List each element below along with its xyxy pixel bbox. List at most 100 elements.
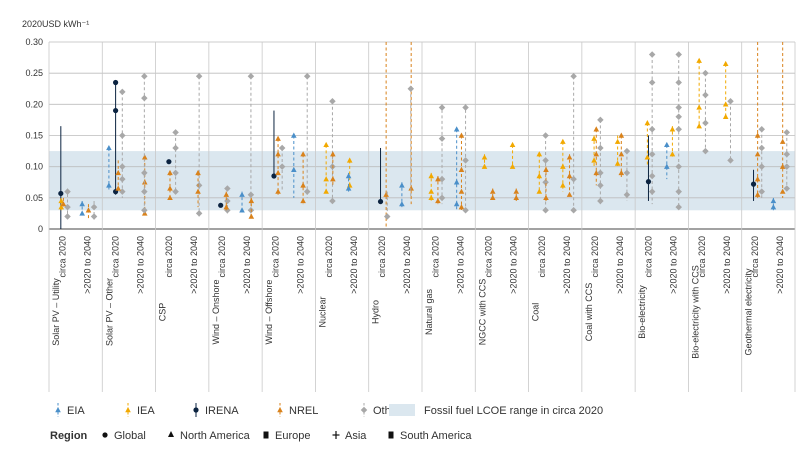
- legend-label: NREL: [289, 405, 318, 417]
- technology-label: Bio-electricity: [637, 285, 647, 339]
- y-tick-labels: 00.050.100.150.200.250.30: [25, 37, 43, 234]
- y-axis-title: 2020USD kWh⁻¹: [22, 19, 89, 29]
- data-point: [593, 126, 599, 131]
- period-label: circa 2020: [643, 236, 653, 278]
- period-label: circa 2020: [537, 236, 547, 278]
- data-point: [378, 199, 383, 204]
- technology-label: Bio-electricity with CCS: [690, 265, 700, 359]
- data-point: [675, 104, 682, 111]
- data-point: [248, 73, 255, 80]
- data-point: [758, 145, 765, 152]
- data-point: [649, 79, 656, 86]
- data-point: [279, 145, 286, 152]
- legend-label: EIA: [67, 405, 85, 417]
- legend-item-irena: IRENA: [193, 403, 239, 417]
- data-point: [172, 129, 179, 136]
- period-label: >2020 to 2040: [722, 236, 732, 294]
- data-point: [218, 203, 223, 208]
- data-point: [196, 73, 203, 80]
- period-label: >2020 to 2040: [669, 236, 679, 294]
- technology-label: Solar PV – Utility: [51, 278, 61, 346]
- legend-band-label: Fossil fuel LCOE range in circa 2020: [424, 405, 603, 417]
- legend-band-swatch: [389, 404, 415, 416]
- data-point: [670, 126, 676, 131]
- legend-marker: [361, 407, 368, 414]
- data-point: [664, 142, 670, 147]
- data-point: [91, 213, 98, 220]
- legend-marker: [193, 407, 198, 412]
- technology-label: Wind – Onshore: [211, 279, 221, 344]
- technology-label: Coal with CCS: [584, 283, 594, 342]
- data-point: [570, 73, 577, 80]
- data-point: [119, 132, 126, 139]
- legend-item-nrel: NREL: [277, 403, 318, 417]
- period-label: >2020 to 2040: [82, 236, 92, 294]
- data-point: [649, 126, 656, 133]
- technology-label: Wind – Offshore: [264, 280, 274, 345]
- series-other: [702, 70, 709, 154]
- y-tick-label: 0.25: [25, 68, 43, 78]
- data-point: [675, 126, 682, 133]
- data-point: [702, 92, 709, 99]
- data-point: [723, 114, 729, 119]
- period-label: circa 2020: [217, 236, 227, 278]
- y-tick-label: 0.15: [25, 131, 43, 141]
- data-point: [727, 98, 734, 105]
- data-point: [696, 123, 702, 128]
- series-other: [248, 73, 255, 217]
- y-tick-label: 0: [38, 224, 43, 234]
- region-item: North America: [168, 430, 251, 442]
- data-point: [304, 73, 311, 80]
- period-label: circa 2020: [377, 236, 387, 278]
- data-point: [113, 80, 118, 85]
- region-name: Global: [114, 430, 146, 442]
- data-point: [196, 210, 203, 217]
- data-point: [675, 79, 682, 86]
- data-point: [106, 145, 112, 150]
- period-label: >2020 to 2040: [615, 236, 625, 294]
- period-label: >2020 to 2040: [562, 236, 572, 294]
- data-point: [649, 51, 656, 58]
- legend-marker: [277, 407, 283, 412]
- period-label: >2020 to 2040: [509, 236, 519, 294]
- period-label: circa 2020: [270, 236, 280, 278]
- period-label: circa 2020: [484, 236, 494, 278]
- legend-label: IRENA: [205, 405, 239, 417]
- data-point: [249, 214, 255, 219]
- data-point: [454, 126, 460, 131]
- data-point: [723, 61, 729, 66]
- technology-label: Natural gas: [424, 288, 434, 335]
- legend-item-eia: EIA: [55, 403, 85, 417]
- data-point: [119, 89, 126, 96]
- data-point: [784, 129, 791, 136]
- series-iea: [696, 58, 702, 129]
- data-point: [141, 73, 148, 80]
- data-point: [275, 136, 281, 141]
- period-label: circa 2020: [430, 236, 440, 278]
- region-item: South America: [389, 430, 473, 442]
- period-label: circa 2020: [111, 236, 121, 278]
- period-label: circa 2020: [164, 236, 174, 278]
- region-marker: [264, 432, 269, 439]
- data-point: [166, 159, 171, 164]
- region-marker: [168, 431, 174, 437]
- region-item: Europe: [264, 430, 311, 442]
- region-item: Asia: [333, 430, 368, 442]
- legend-marker: [125, 407, 131, 412]
- data-point: [702, 120, 709, 127]
- data-point: [675, 114, 682, 121]
- data-point: [645, 120, 651, 125]
- data-point: [758, 126, 765, 133]
- data-point: [329, 98, 336, 105]
- data-point: [384, 213, 391, 220]
- data-point: [510, 142, 516, 147]
- period-label: circa 2020: [57, 236, 67, 278]
- technology-label: Nuclear: [317, 296, 327, 327]
- data-point: [597, 117, 604, 124]
- region-name: North America: [180, 430, 251, 442]
- region-name: Asia: [345, 430, 367, 442]
- technology-label: NGCC with CCS: [477, 279, 487, 346]
- technology-label: Geothermal electricity: [744, 268, 754, 356]
- period-label: >2020 to 2040: [349, 236, 359, 294]
- period-label: >2020 to 2040: [402, 236, 412, 294]
